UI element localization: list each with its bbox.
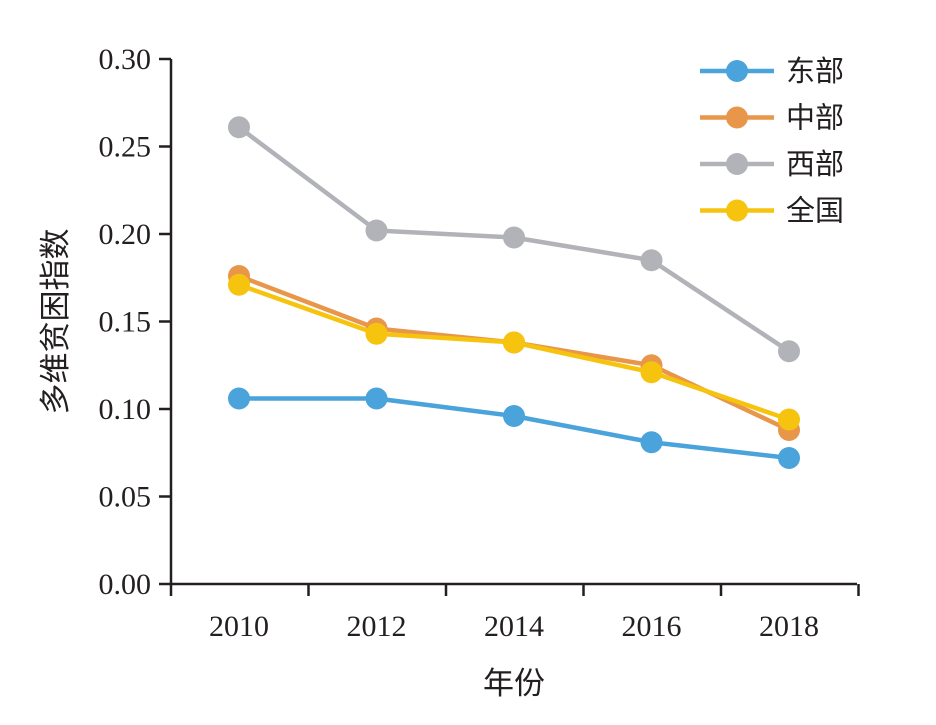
data-point xyxy=(503,226,525,249)
data-point xyxy=(228,116,250,139)
data-point xyxy=(778,340,800,363)
y-tick-label: 0.15 xyxy=(99,306,152,339)
legend-label: 中部 xyxy=(786,101,844,135)
data-point xyxy=(365,387,388,410)
legend-item: 东部 xyxy=(700,54,844,88)
series-1 xyxy=(228,387,800,469)
y-tick-label: 0.10 xyxy=(99,393,152,426)
x-axis-ticks: 2010 2012 2014 2016 2018 xyxy=(169,584,860,643)
data-point xyxy=(228,387,250,410)
legend-item: 西部 xyxy=(700,147,844,181)
data-point xyxy=(640,249,663,272)
x-tick-label: 2018 xyxy=(759,610,819,643)
legend-swatch-marker xyxy=(726,106,748,129)
data-point xyxy=(503,405,525,427)
x-axis-title: 年份 xyxy=(483,666,545,702)
legend-item: 全国 xyxy=(700,194,844,228)
legend-swatch-marker xyxy=(726,153,748,175)
data-point xyxy=(640,431,663,454)
x-tick-label: 2016 xyxy=(622,610,682,643)
legend-label: 全国 xyxy=(786,194,844,228)
legend-swatch-marker xyxy=(726,199,748,222)
x-tick-label: 2010 xyxy=(209,610,269,643)
series-4 xyxy=(228,273,800,431)
data-point xyxy=(778,408,800,431)
legend-label: 东部 xyxy=(786,54,844,88)
data-point xyxy=(778,447,800,469)
data-point xyxy=(365,322,388,345)
y-tick-label: 0.25 xyxy=(99,131,152,164)
data-point xyxy=(503,331,525,354)
legend-item: 中部 xyxy=(700,101,844,135)
x-tick-label: 2012 xyxy=(347,610,407,643)
series-3 xyxy=(228,116,800,363)
y-axis-ticks: 0.00 0.05 0.10 0.15 0.20 0.25 0.30 xyxy=(99,43,171,601)
y-axis-title: 多维贫困指数 xyxy=(38,229,74,415)
y-tick-label: 0.05 xyxy=(99,481,152,514)
x-tick-label: 2014 xyxy=(484,610,544,643)
data-point xyxy=(365,219,388,242)
y-tick-label: 0.00 xyxy=(99,568,152,601)
data-point xyxy=(640,361,663,384)
legend-label: 西部 xyxy=(786,147,844,181)
legend-swatch-marker xyxy=(726,60,748,82)
series-layer xyxy=(228,116,800,469)
y-tick-label: 0.20 xyxy=(99,218,152,251)
y-tick-label: 0.30 xyxy=(99,43,152,76)
axes xyxy=(169,59,857,586)
data-point xyxy=(228,273,250,296)
